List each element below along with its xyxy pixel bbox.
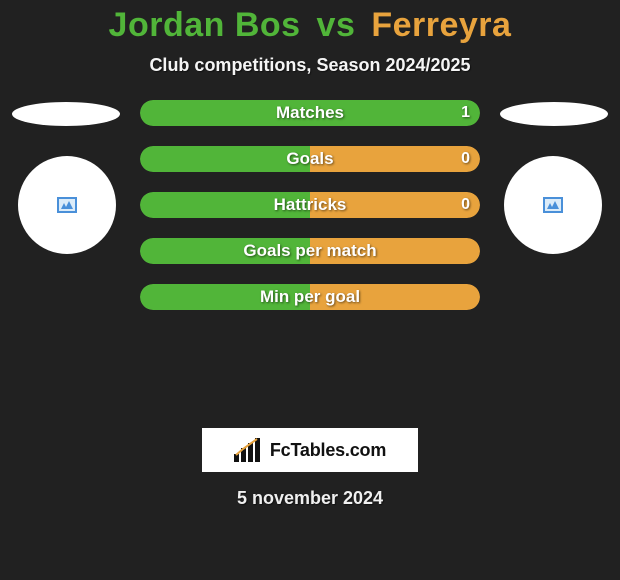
player1-side xyxy=(0,104,120,364)
player1-name: Jordan Bos xyxy=(109,6,301,44)
bar-right xyxy=(310,238,480,264)
player1-flag xyxy=(12,102,120,126)
brand-text: FcTables.com xyxy=(270,440,386,461)
metric-value-right: 1 xyxy=(461,100,470,126)
comparison-infographic: Jordan Bos vs Ferreyra Club competitions… xyxy=(0,0,620,580)
bar-right xyxy=(310,284,480,310)
metric-row-goals-per-match: Goals per match xyxy=(140,238,480,264)
player2-flag xyxy=(500,102,608,126)
brand-bars-icon xyxy=(234,438,264,462)
vs-label: vs xyxy=(311,6,362,44)
metric-row-min-per-goal: Min per goal xyxy=(140,284,480,310)
player2-club-badge xyxy=(504,156,602,254)
metric-value-right: 0 xyxy=(461,146,470,172)
content-area: Matches 1 Goals 0 Hattricks 0 xyxy=(0,104,620,424)
page-title: Jordan Bos vs Ferreyra xyxy=(0,0,620,45)
date-footer: 5 november 2024 xyxy=(0,488,620,509)
bar-left xyxy=(140,238,310,264)
bar-left xyxy=(140,284,310,310)
player2-name: Ferreyra xyxy=(371,6,511,44)
bar-left xyxy=(140,100,480,126)
placeholder-image-icon xyxy=(543,197,563,213)
metric-row-hattricks: Hattricks 0 xyxy=(140,192,480,218)
placeholder-image-icon xyxy=(57,197,77,213)
player1-club-badge xyxy=(18,156,116,254)
bar-left xyxy=(140,192,310,218)
player2-side xyxy=(500,104,620,364)
bar-right xyxy=(310,146,480,172)
subtitle: Club competitions, Season 2024/2025 xyxy=(0,55,620,76)
bar-left xyxy=(140,146,310,172)
metric-value-right: 0 xyxy=(461,192,470,218)
metric-row-goals: Goals 0 xyxy=(140,146,480,172)
metric-row-matches: Matches 1 xyxy=(140,100,480,126)
bar-right xyxy=(310,192,480,218)
metrics-bars: Matches 1 Goals 0 Hattricks 0 xyxy=(140,100,480,330)
brand-box: FcTables.com xyxy=(202,428,418,472)
